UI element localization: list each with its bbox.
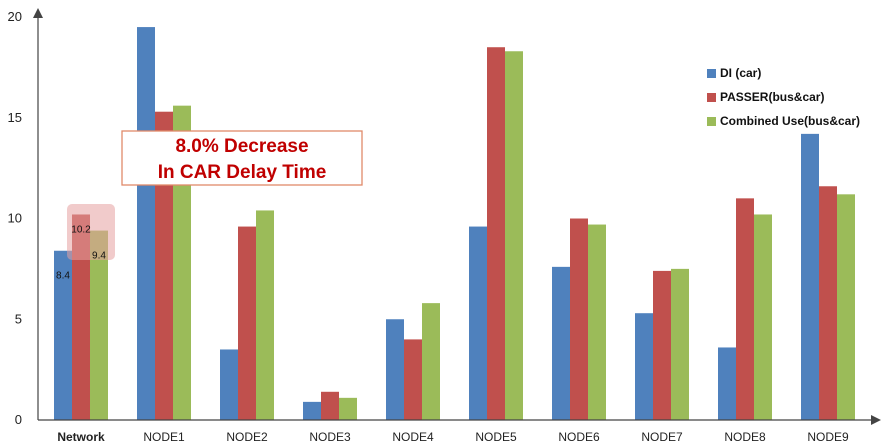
network-highlight-box [67, 204, 115, 260]
bar-node3-series-3 [339, 397, 357, 420]
x-category-label: NODE6 [558, 430, 600, 444]
y-tick-label: 20 [8, 9, 22, 24]
bar-network-series-1 [54, 250, 72, 420]
bar-node1-series-2 [155, 111, 173, 420]
bar-node8-series-2 [736, 198, 754, 420]
bar-node6-series-1 [552, 266, 570, 420]
legend-swatch [707, 93, 716, 102]
x-category-label: NODE1 [143, 430, 185, 444]
axes [33, 8, 881, 425]
bar-node7-series-1 [635, 313, 653, 420]
legend: DI (car) PASSER(bus&car) Combined Use(bus&… [707, 66, 860, 128]
y-axis-arrow [33, 8, 43, 18]
bar-node1-series-1 [137, 27, 155, 420]
annotation-line-2: In CAR Delay Time [158, 162, 327, 183]
bar-node5-series-1 [469, 226, 487, 420]
bar-node3-series-1 [303, 401, 321, 420]
x-axis-arrow [871, 415, 881, 425]
x-category-label: NODE3 [309, 430, 351, 444]
x-category-label: NODE5 [475, 430, 517, 444]
bar-node4-series-2 [404, 339, 422, 420]
y-tick-label: 0 [15, 412, 22, 427]
bar-network-series-3 [90, 230, 108, 420]
legend-swatch [707, 69, 716, 78]
data-label: 9.4 [92, 251, 106, 262]
bar-node6-series-2 [570, 218, 588, 420]
legend-swatch [707, 117, 716, 126]
legend-label: Combined Use(bus&car) [720, 114, 860, 128]
bar-node4-series-1 [386, 319, 404, 420]
annotation-line-1: 8.0% Decrease [175, 136, 308, 157]
data-labels: 8.4 10.2 9.4 [56, 224, 106, 281]
y-tick-label: 10 [8, 211, 22, 226]
data-label: 10.2 [71, 224, 91, 235]
y-tick-label: 15 [8, 110, 22, 125]
bar-node9-series-3 [837, 194, 855, 420]
bar-node9-series-1 [801, 133, 819, 420]
bar-node7-series-2 [653, 270, 671, 420]
bar-node5-series-3 [505, 51, 523, 420]
y-tick-label: 5 [15, 311, 22, 326]
x-category-label: NODE8 [724, 430, 766, 444]
bar-node4-series-3 [422, 303, 440, 420]
bar-node8-series-3 [754, 214, 772, 420]
bar-node9-series-2 [819, 186, 837, 420]
bar-network-series-2 [72, 214, 90, 420]
annotation-frame [121, 130, 363, 186]
legend-label: DI (car) [720, 66, 761, 80]
x-axis-categories: Network NODE1 NODE2 NODE3 NODE4 NODE5 NODE6 NOD… [57, 430, 849, 444]
bar-node7-series-3 [671, 268, 689, 420]
bar-node2-series-3 [256, 210, 274, 420]
bars-group [54, 27, 855, 420]
x-category-label: NODE9 [807, 430, 849, 444]
network-highlight [67, 204, 115, 260]
bar-node3-series-2 [321, 391, 339, 420]
x-category-label: NODE4 [392, 430, 434, 444]
bar-node2-series-2 [238, 226, 256, 420]
legend-label: PASSER(bus&car) [720, 90, 824, 104]
x-category-label: Network [57, 430, 105, 444]
x-category-label: NODE7 [641, 430, 683, 444]
y-axis-ticks: 0 5 10 15 20 [8, 9, 22, 427]
x-category-label: NODE2 [226, 430, 268, 444]
data-label: 8.4 [56, 271, 70, 282]
bar-node8-series-1 [718, 347, 736, 420]
bar-node5-series-2 [487, 47, 505, 420]
bar-node2-series-1 [220, 349, 238, 420]
bar-node6-series-3 [588, 224, 606, 420]
annotation-box: 8.0% Decrease In CAR Delay Time [121, 130, 363, 186]
